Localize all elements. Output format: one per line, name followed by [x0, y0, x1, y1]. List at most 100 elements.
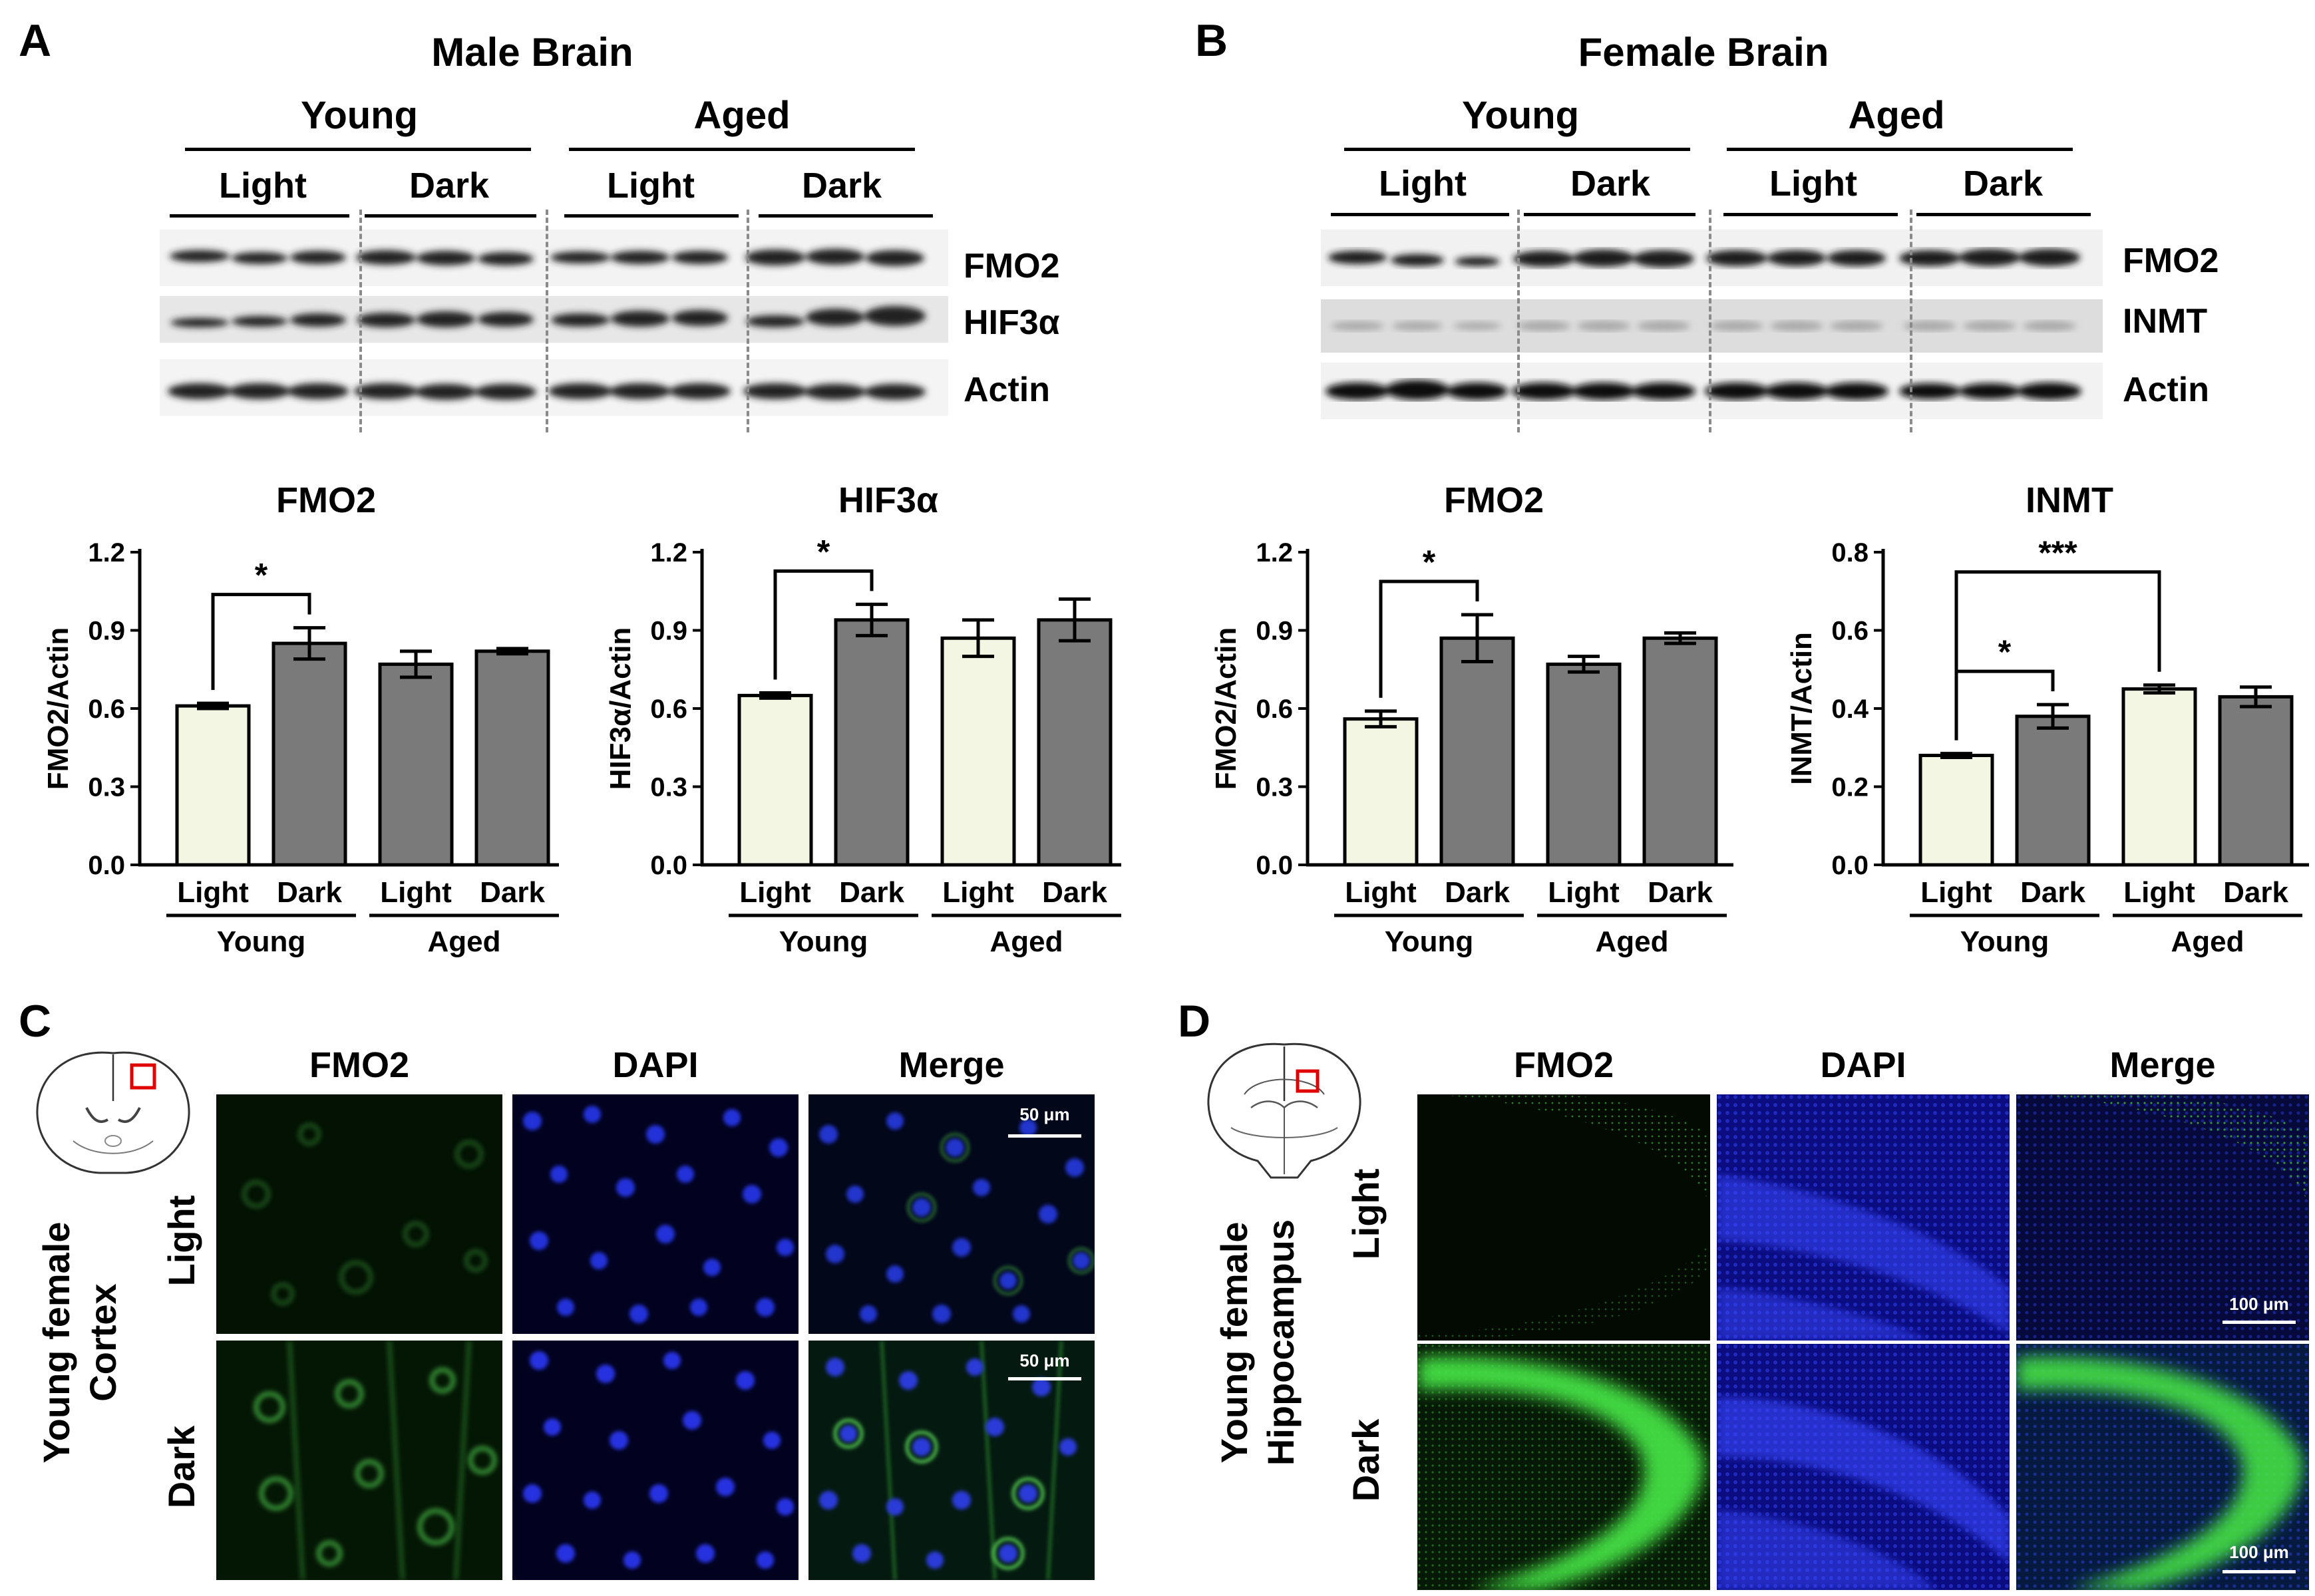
chart-y-axis-label: FMO2/Actin	[1210, 627, 1242, 790]
panel-c-scalebar-light: 50 μm	[1019, 1104, 1070, 1124]
panel-c-col-dapi: DAPI	[612, 1045, 699, 1085]
panel-b-divider-3	[1910, 210, 1912, 432]
panel-a-divider-3	[747, 210, 749, 432]
panel-label-c: C	[19, 996, 52, 1046]
panel-d-light-dapi-image	[1717, 1094, 2010, 1341]
chart-x-tick-label: Light	[1548, 876, 1620, 909]
chart-group-label: Aged	[2171, 925, 2244, 958]
panel-a-sub-dark-2: Dark	[801, 166, 882, 206]
chart-bar	[378, 662, 454, 867]
panel-a-band-actin: Actin	[964, 371, 1050, 409]
chart-y-tick-label: 0.2	[1831, 773, 1869, 802]
chart-x-tick-label: Light	[942, 876, 1014, 909]
chart-y-tick-label: 0.9	[88, 617, 125, 646]
chart-x-tick-label: Dark	[1648, 876, 1713, 909]
panel-c-scalebar-dark: 50 μm	[1019, 1351, 1070, 1370]
panel-a-light2-line	[564, 214, 739, 218]
chart-bar	[1439, 636, 1515, 867]
chart-significance-bracket	[1379, 579, 1479, 698]
chart-bar	[1918, 754, 1994, 867]
panel-d-scalebar-light: 100 μm	[2229, 1294, 2289, 1314]
chart-y-tick-label: 0.3	[650, 773, 687, 802]
panel-d-dark-merge-image	[2016, 1344, 2309, 1590]
chart-x-tick-label: Dark	[1445, 876, 1510, 909]
panel-a-young-line	[185, 148, 531, 151]
chart-x-tick-label: Light	[1345, 876, 1417, 909]
panel-a-band-fmo2: FMO2	[964, 247, 1060, 285]
panel-b-sub-dark-2: Dark	[1962, 164, 2044, 204]
chart-x-tick-label: Dark	[839, 876, 904, 909]
chart-bar	[1037, 618, 1113, 867]
panel-a-divider-1	[359, 210, 362, 432]
chart-bar	[175, 704, 251, 867]
chart-group-label: Young	[217, 925, 306, 958]
panel-d-side-line1: Young female	[1213, 1221, 1255, 1464]
brain-coronal-schematic-d	[1207, 1042, 1361, 1179]
chart-group-label: Aged	[428, 925, 501, 958]
panel-d-side-line2: Hippocampus	[1260, 1219, 1302, 1466]
chart-significance-bracket	[211, 593, 311, 691]
chart-y-tick-label: 0.0	[1831, 851, 1869, 880]
panel-c-side-line2: Cortex	[82, 1283, 124, 1402]
chart-title: INMT	[2026, 480, 2113, 520]
panel-b-light2-line	[1723, 213, 1898, 216]
bar-chart-b-inmt: INMT INMT/Actin 0.0 0.2 0.4 0.6 0.8 Light Dark Li…	[1785, 480, 2309, 958]
panel-a-blot	[160, 230, 948, 416]
chart-y-axis-label: INMT/Actin	[1785, 632, 1818, 785]
chart-significance-label: ***	[2038, 534, 2077, 571]
chart-bar	[2015, 715, 2091, 867]
panel-label-b: B	[1195, 15, 1228, 66]
panel-a-sub-dark-1: Dark	[409, 166, 490, 206]
chart-bar	[940, 636, 1016, 867]
panel-b-light1-line	[1331, 213, 1509, 216]
panel-b-group-young: Young	[1461, 94, 1580, 137]
panel-c-light-fmo2-image	[216, 1094, 502, 1334]
chart-title: FMO2	[1444, 480, 1544, 520]
panel-b-band-actin: Actin	[2123, 371, 2209, 409]
panel-label-a: A	[19, 15, 52, 66]
chart-x-tick-label: Light	[1920, 876, 1992, 909]
panel-d-light-fmo2-image	[1417, 1094, 1710, 1341]
chart-x-tick-label: Dark	[2223, 876, 2288, 909]
panel-a-title: Male Brain	[431, 30, 633, 75]
bar-chart-b-fmo2: FMO2 FMO2/Actin 0.0 0.3 0.6 0.9 1.2 Light Dark Li…	[1210, 480, 1733, 958]
chart-group-label: Aged	[990, 925, 1063, 958]
panel-c-side-label: Young female Cortex	[33, 1190, 126, 1496]
chart-y-tick-label: 0.0	[88, 851, 125, 880]
panel-c-row-light: Light	[160, 1195, 202, 1287]
chart-bar	[2121, 687, 2197, 867]
chart-bar	[737, 693, 813, 867]
panel-c-col-fmo2: FMO2	[309, 1045, 409, 1085]
chart-significance-label: *	[255, 557, 268, 594]
panel-b-young-line	[1344, 148, 1690, 151]
panel-c-col-merge: Merge	[898, 1045, 1005, 1085]
chart-x-tick-label: Dark	[277, 876, 342, 909]
panel-b-sub-light-1: Light	[1379, 164, 1467, 204]
chart-y-tick-label: 0.3	[1256, 773, 1293, 802]
panel-b-divider-2	[1709, 210, 1711, 432]
chart-x-tick-label: Dark	[1042, 876, 1107, 909]
chart-y-tick-label: 0.3	[88, 773, 125, 802]
panel-a-band-hif3a: HIF3α	[964, 303, 1060, 342]
chart-bar	[271, 641, 347, 867]
panel-b-band-inmt: INMT	[2123, 302, 2208, 341]
chart-y-tick-label: 0.4	[1831, 695, 1869, 724]
panel-a-dark1-line	[365, 214, 536, 218]
chart-y-tick-label: 0.0	[650, 851, 687, 880]
brain-coronal-schematic-c	[36, 1051, 190, 1174]
panel-c-light-dapi-image	[512, 1094, 799, 1334]
panel-b-sub-dark-1: Dark	[1570, 164, 1651, 204]
panel-d-row-dark: Dark	[1345, 1418, 1387, 1502]
panel-b-blot	[1321, 230, 2103, 419]
panel-b-band-fmo2: FMO2	[2123, 241, 2219, 280]
panel-d-row-light: Light	[1345, 1168, 1387, 1260]
chart-y-tick-label: 0.9	[650, 617, 687, 646]
chart-group-label: Young	[1960, 925, 2049, 958]
panel-c-row-dark: Dark	[160, 1425, 202, 1509]
panel-a-sub-light-1: Light	[219, 166, 307, 206]
chart-group-label: Young	[1385, 925, 1474, 958]
chart-y-tick-label: 0.9	[1256, 617, 1293, 646]
chart-y-tick-label: 0.6	[88, 695, 125, 724]
panel-d-light-merge-image	[2016, 1094, 2309, 1341]
chart-y-tick-label: 0.6	[1831, 617, 1869, 646]
